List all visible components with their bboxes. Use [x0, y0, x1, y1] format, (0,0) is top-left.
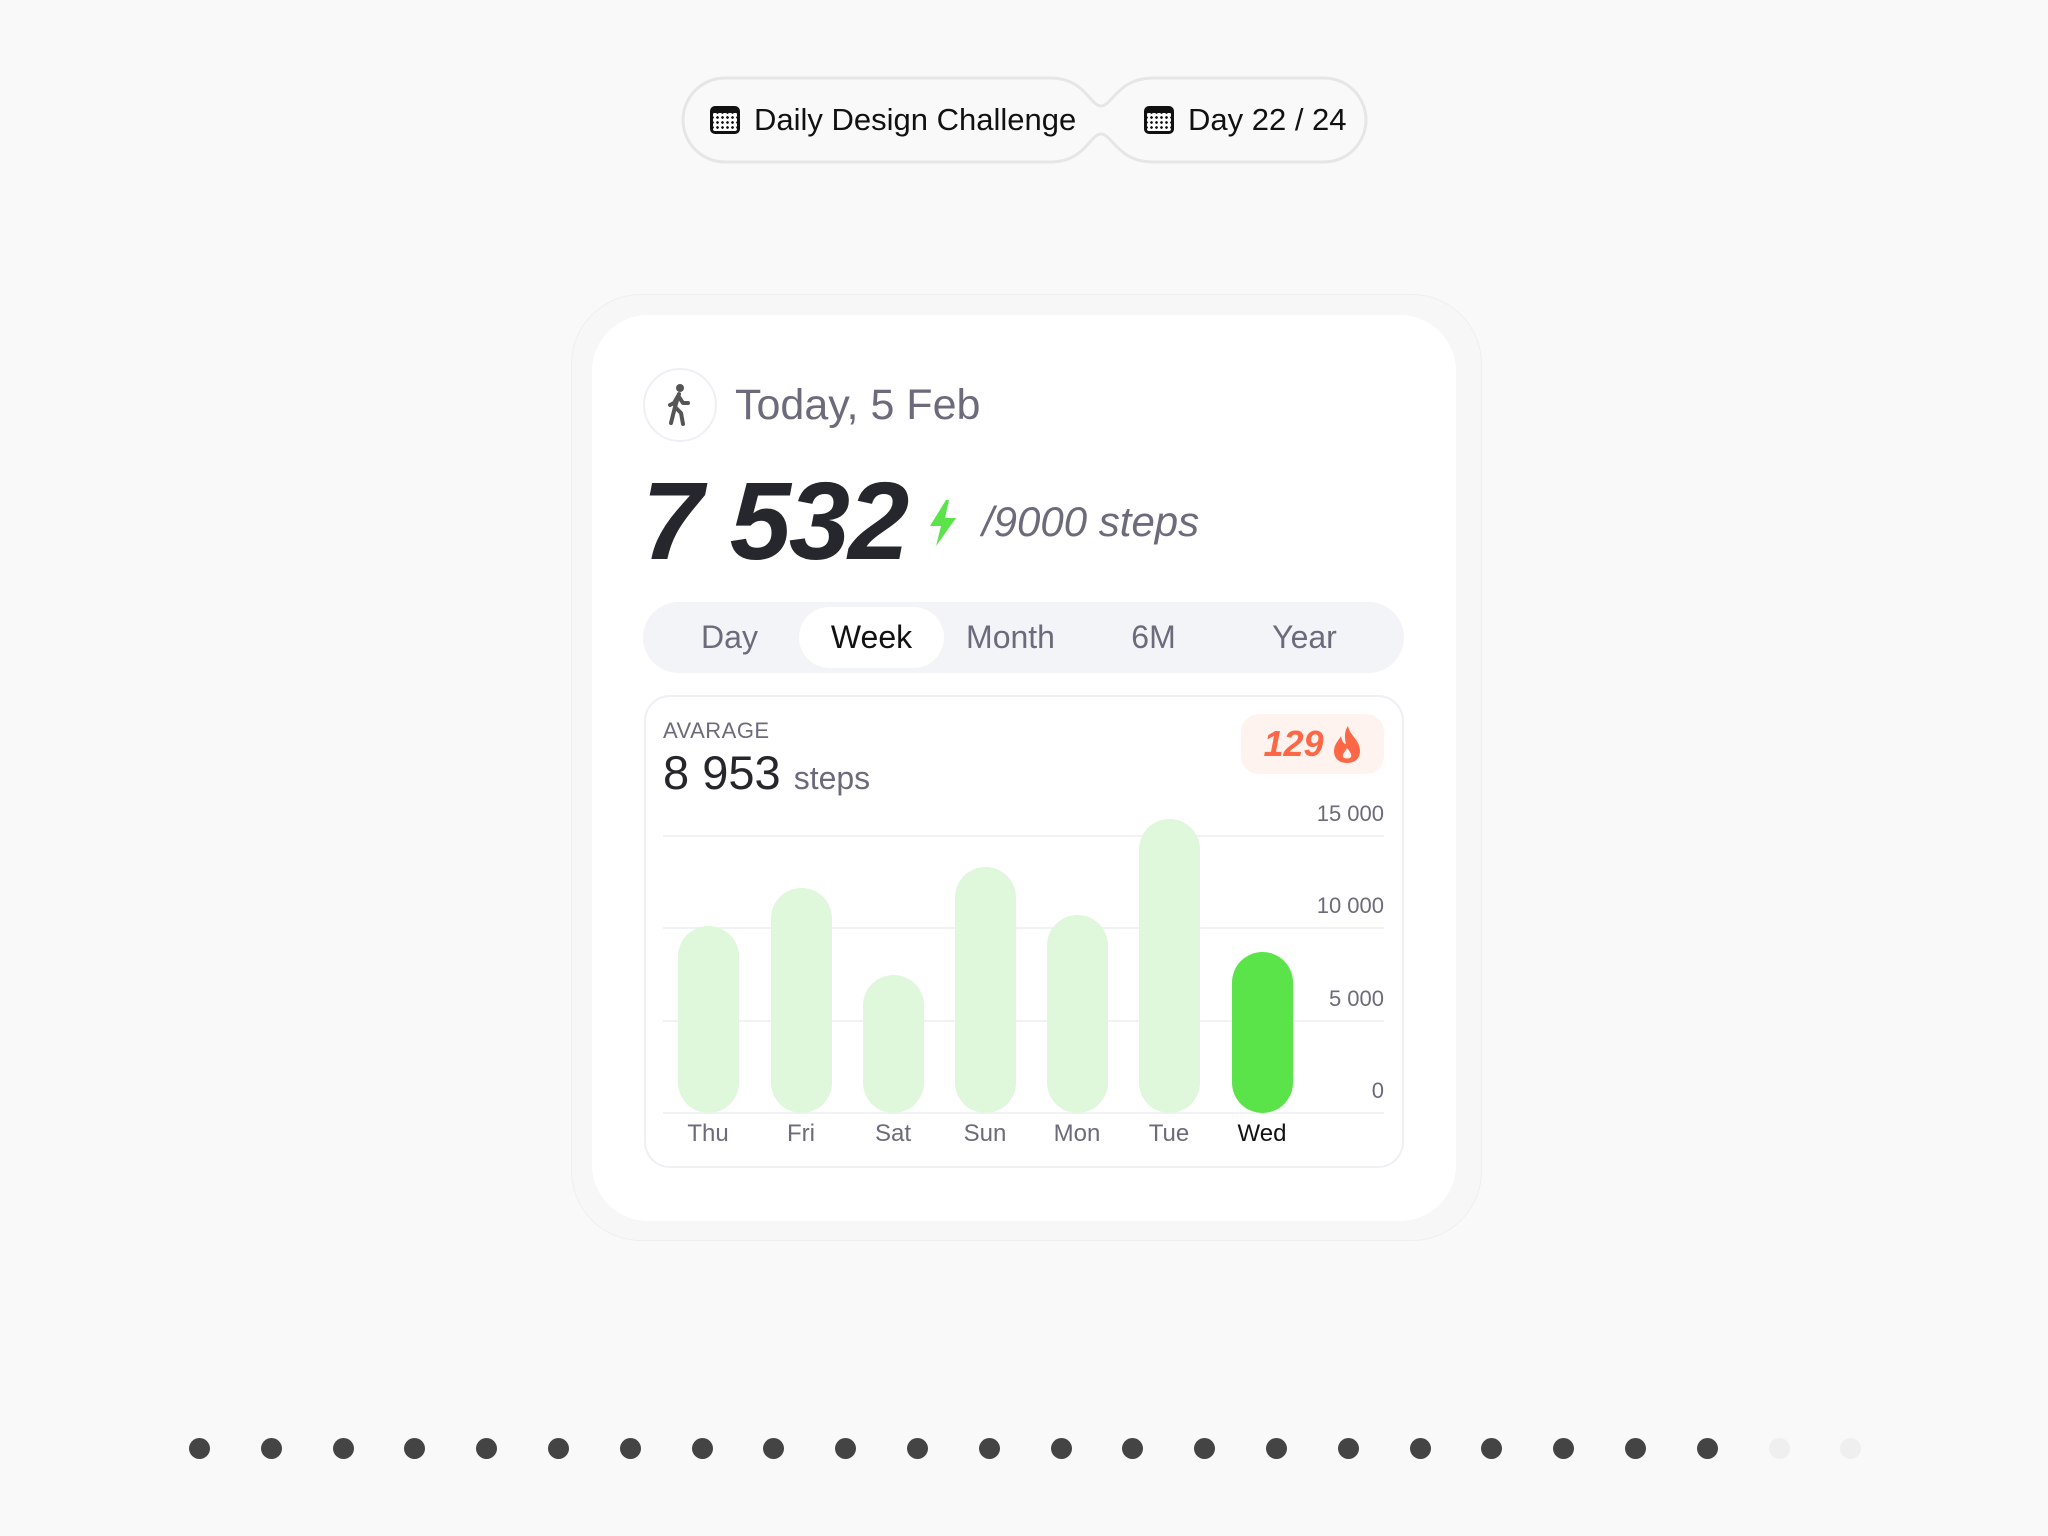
calendar-icon — [710, 106, 740, 134]
lightning-bolt-icon — [930, 500, 956, 546]
step-goal: /9000 steps — [982, 498, 1200, 545]
pagination-dot[interactable] — [1337, 1438, 1359, 1459]
weekly-chart-panel — [644, 695, 1404, 1168]
pagination-dot[interactable] — [1696, 1438, 1718, 1459]
tab-year[interactable]: Year — [1272, 619, 1337, 655]
bar-sun[interactable] — [955, 867, 1016, 1113]
tab-month[interactable]: Month — [966, 619, 1055, 655]
pagination-dot[interactable] — [1481, 1438, 1503, 1459]
day-counter: Day 22 / 24 — [1188, 102, 1347, 137]
gridline — [663, 1112, 1384, 1114]
bar-tue[interactable] — [1139, 819, 1200, 1113]
x-tick-label: Fri — [787, 1120, 815, 1147]
period-tabs: Day Week Month 6M Year — [643, 602, 1404, 673]
challenge-title: Daily Design Challenge — [710, 100, 1076, 140]
y-tick-label: 15 000 — [1316, 801, 1384, 826]
gridline — [663, 927, 1384, 930]
x-tick-label: Sun — [963, 1120, 1007, 1147]
average-value: 8 953 steps — [663, 745, 870, 806]
pagination-dot[interactable] — [189, 1438, 210, 1459]
pagination-dot[interactable] — [1050, 1438, 1072, 1459]
calendar-icon — [1144, 106, 1174, 134]
pagination-dot[interactable] — [404, 1438, 426, 1459]
bar-wed[interactable] — [1232, 952, 1293, 1113]
tab-6m[interactable]: 6M — [1131, 619, 1176, 655]
challenge-header-pill — [681, 76, 1368, 164]
x-tick-label: Sat — [874, 1120, 912, 1147]
walking-icon — [643, 368, 717, 442]
date-heading: Today, 5 Feb — [735, 381, 981, 429]
gridline — [663, 835, 1384, 837]
pagination-dot[interactable] — [619, 1438, 641, 1459]
pagination-dot[interactable] — [332, 1438, 354, 1459]
streak-badge: 129 — [1241, 714, 1384, 774]
tab-day[interactable]: Day — [701, 619, 758, 655]
pagination-dot[interactable] — [691, 1438, 713, 1459]
tab-week[interactable]: Week — [799, 607, 944, 668]
pagination-dot[interactable] — [260, 1438, 282, 1459]
fire-icon — [1333, 726, 1360, 763]
average-label: AVARAGE — [663, 718, 770, 743]
bar-thu[interactable] — [678, 926, 739, 1113]
x-tick-label: Thu — [687, 1120, 729, 1147]
pagination-dot[interactable] — [1194, 1438, 1216, 1459]
step-count: 7 532 — [642, 460, 909, 583]
pagination-dot[interactable] — [907, 1438, 928, 1459]
pagination-dot[interactable] — [763, 1438, 785, 1459]
bar-mon[interactable] — [1047, 915, 1108, 1113]
pagination-dot[interactable] — [1409, 1438, 1431, 1459]
pagination-dot[interactable] — [1840, 1438, 1862, 1459]
pagination-dot[interactable] — [1122, 1438, 1144, 1459]
y-tick-label: 0 — [1371, 1078, 1384, 1103]
y-tick-label: 10 000 — [1316, 893, 1384, 919]
pagination-dot[interactable] — [1768, 1438, 1790, 1459]
pagination-dot[interactable] — [1266, 1438, 1287, 1459]
pagination-dot[interactable] — [476, 1438, 498, 1459]
x-tick-label: Mon — [1053, 1120, 1101, 1147]
challenge-day: Day 22 / 24 — [1144, 100, 1347, 140]
pagination-dot[interactable] — [978, 1438, 1000, 1459]
challenge-label: Daily Design Challenge — [754, 102, 1077, 137]
bar-fri[interactable] — [771, 887, 832, 1113]
gridline — [663, 1019, 1384, 1022]
y-tick-label: 5 000 — [1328, 985, 1384, 1011]
pagination-dot[interactable] — [548, 1438, 569, 1459]
pagination-dot[interactable] — [1553, 1438, 1575, 1459]
bar-sat[interactable] — [863, 974, 924, 1113]
x-tick-label: Tue — [1148, 1120, 1190, 1147]
pagination-dot[interactable] — [1625, 1438, 1646, 1459]
average-unit: steps — [793, 760, 871, 796]
streak-count: 129 — [1263, 723, 1324, 764]
average-number: 8 953 — [663, 746, 781, 799]
pagination-dot[interactable] — [835, 1438, 857, 1459]
x-tick-label: Wed — [1237, 1120, 1287, 1147]
